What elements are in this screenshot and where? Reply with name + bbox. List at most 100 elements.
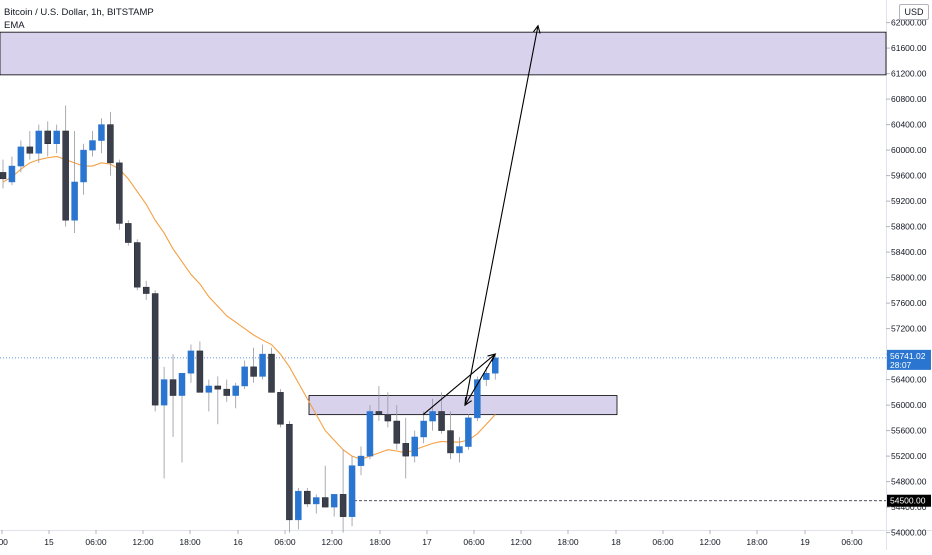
candle-body[interactable] [330, 494, 338, 508]
y-tick-label: 54400.00 [891, 502, 927, 512]
y-tick-label: 56000.00 [891, 400, 927, 410]
candle-body[interactable] [205, 385, 213, 393]
candle-body[interactable] [223, 388, 230, 396]
candle-body[interactable] [196, 350, 204, 393]
candle-body[interactable] [125, 223, 132, 243]
candle-body[interactable] [80, 149, 87, 183]
x-tick-label: 16 [233, 537, 243, 547]
candle-body[interactable] [259, 353, 266, 377]
x-tick-label: 06:00 [274, 537, 296, 547]
x-tick-label: 18:00 [179, 537, 201, 547]
candle-body[interactable] [268, 353, 275, 393]
symbol-title: Bitcoin / U.S. Dollar, 1h, BITSTAMP [4, 7, 154, 18]
y-tick-label: 61600.00 [891, 43, 927, 53]
candle-body[interactable] [429, 411, 436, 422]
candle-body[interactable] [357, 455, 365, 466]
candle-body[interactable] [295, 490, 302, 521]
candle-body[interactable] [17, 146, 25, 167]
arrowhead-icon [487, 353, 497, 362]
candle-body[interactable] [474, 379, 481, 419]
candle-body[interactable] [402, 443, 409, 457]
y-tick-label: 56400.00 [891, 375, 927, 385]
x-tick-label: 12:00 [699, 537, 721, 547]
candle-body[interactable] [134, 242, 141, 288]
candle-body[interactable] [142, 286, 150, 294]
y-tick-label: 57600.00 [891, 298, 927, 308]
x-tick-label: :00 [0, 537, 8, 547]
candle-body[interactable] [313, 497, 320, 505]
candle-body[interactable] [321, 497, 329, 508]
x-tick-label: 18:00 [369, 537, 391, 547]
candle-body[interactable] [107, 124, 114, 164]
candle-body[interactable] [214, 385, 222, 390]
x-tick-label: 17 [422, 537, 432, 547]
y-tick-label: 58800.00 [891, 222, 927, 232]
supply-demand-zone[interactable] [0, 31, 887, 76]
candle-body[interactable] [483, 372, 490, 380]
y-tick-label: 58000.00 [891, 273, 927, 283]
candle-body[interactable] [447, 430, 454, 454]
candle-body[interactable] [178, 372, 186, 396]
candle-body[interactable] [420, 420, 427, 438]
candle-body[interactable] [384, 414, 392, 422]
candle-body[interactable] [187, 350, 195, 374]
current-price-badge [887, 349, 931, 370]
y-tick-label: 60000.00 [891, 145, 927, 155]
y-tick-label: 54000.00 [891, 528, 927, 538]
candle-body[interactable] [456, 446, 463, 454]
candle-body[interactable] [53, 130, 60, 144]
x-tick-label: 06:00 [652, 537, 674, 547]
candle-body[interactable] [71, 181, 78, 221]
candle-body[interactable] [339, 494, 347, 517]
candle-body[interactable] [169, 379, 177, 396]
y-tick-label: 54800.00 [891, 477, 927, 487]
x-tick-label: 18:00 [557, 537, 579, 547]
current-price-value: 56741.02 [890, 351, 926, 361]
x-tick-label: 12:00 [132, 537, 154, 547]
indicator-label[interactable]: EMA [4, 20, 25, 31]
candle-body[interactable] [250, 366, 257, 377]
candle-body[interactable] [286, 423, 293, 521]
x-tick-label: 19 [800, 537, 810, 547]
candle-body[interactable] [232, 385, 239, 396]
candle-body[interactable] [492, 357, 499, 374]
candle-body[interactable] [89, 140, 96, 151]
candle-body[interactable] [44, 130, 51, 144]
x-tick-label: 18 [611, 537, 621, 547]
candle-body[interactable] [241, 366, 248, 387]
x-tick-label: 12:00 [321, 537, 343, 547]
candle-body[interactable] [62, 130, 69, 221]
candle-body[interactable] [438, 411, 445, 431]
candle-body[interactable] [304, 490, 311, 505]
currency-button[interactable]: USD [899, 4, 929, 20]
candle-body[interactable] [160, 379, 168, 406]
y-tick-label: 55600.00 [891, 426, 927, 436]
candle-body[interactable] [8, 165, 16, 183]
y-tick-label: 60400.00 [891, 120, 927, 130]
candle-body[interactable] [98, 124, 105, 141]
y-tick-label: 59600.00 [891, 171, 927, 181]
y-tick-label: 58400.00 [891, 247, 927, 257]
candle-body[interactable] [348, 465, 356, 517]
supply-demand-zone[interactable] [308, 395, 618, 416]
x-tick-label: 06:00 [463, 537, 485, 547]
candle-body[interactable] [0, 172, 7, 180]
candle-body[interactable] [465, 417, 472, 447]
candle-body[interactable] [116, 162, 123, 224]
arrowhead-icon [532, 24, 541, 34]
candle-body[interactable] [393, 420, 401, 444]
candle-body[interactable] [35, 130, 43, 154]
y-tick-label: 59200.00 [891, 196, 927, 206]
candle-body[interactable] [26, 146, 34, 154]
candle-body[interactable] [411, 436, 418, 457]
projection-path[interactable] [422, 25, 539, 416]
candle-body[interactable] [277, 392, 284, 425]
candle-body[interactable] [366, 411, 374, 457]
chart-legend: Bitcoin / U.S. Dollar, 1h, BITSTAMP EMA [4, 6, 154, 32]
candle-body[interactable] [151, 293, 159, 406]
x-tick-label: 06:00 [85, 537, 107, 547]
candle-body[interactable] [375, 411, 383, 415]
x-tick-label: 15 [44, 537, 54, 547]
